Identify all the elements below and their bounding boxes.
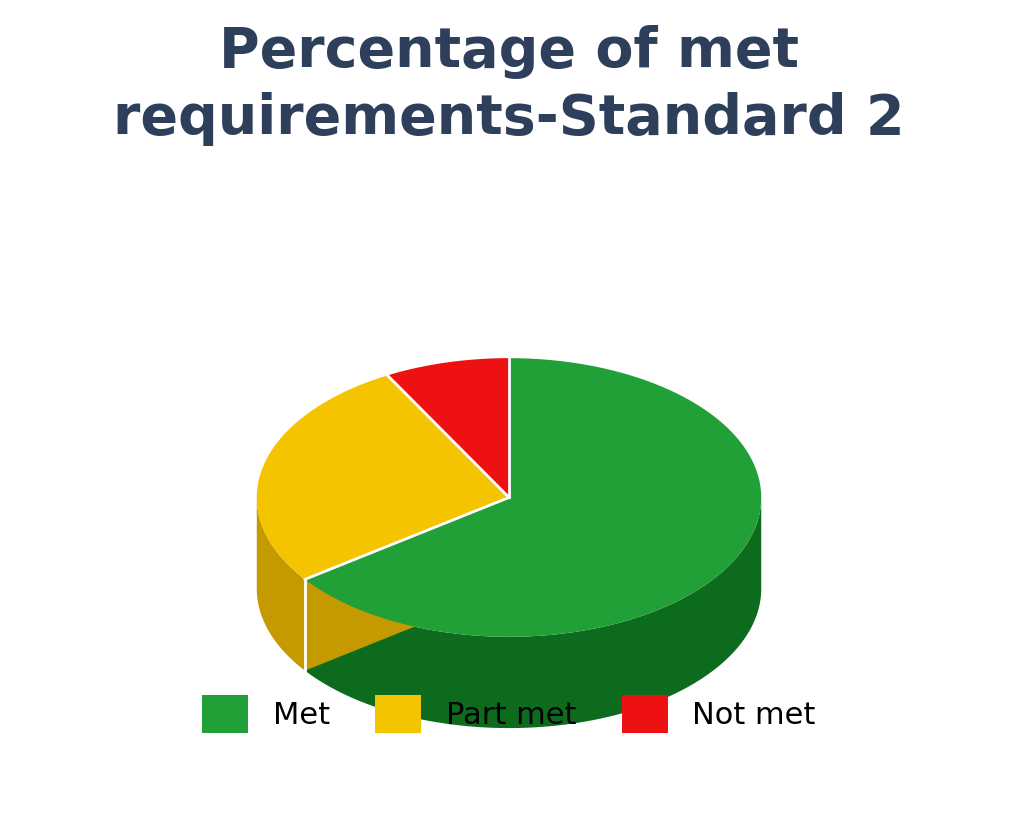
Polygon shape: [305, 497, 509, 671]
Legend: Met, Part met, Not met: Met, Part met, Not met: [190, 683, 828, 745]
Polygon shape: [305, 497, 509, 671]
Polygon shape: [388, 358, 509, 497]
Polygon shape: [257, 498, 305, 671]
Text: Percentage of met
requirements-Standard 2: Percentage of met requirements-Standard …: [113, 25, 905, 146]
Polygon shape: [305, 358, 761, 636]
Polygon shape: [257, 376, 509, 580]
Polygon shape: [305, 498, 761, 728]
